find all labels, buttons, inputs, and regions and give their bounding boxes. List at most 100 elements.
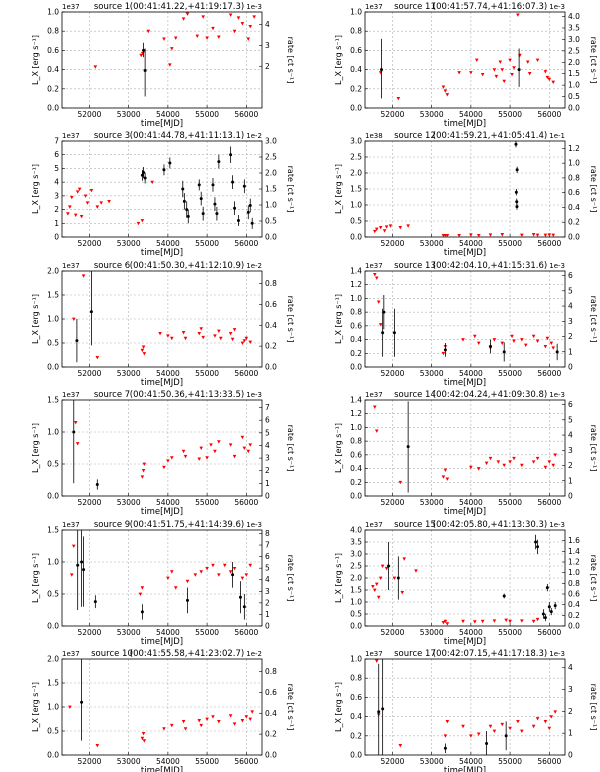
y-axis-label: L_X [erg s⁻¹] bbox=[334, 294, 343, 344]
red-data-point bbox=[183, 727, 188, 731]
panel-title: source 3 bbox=[94, 131, 130, 141]
y-offset-label: 1e37 bbox=[365, 521, 383, 529]
x-tick-label: 53000 bbox=[420, 628, 444, 637]
rate-offset-label: 1e-3 bbox=[246, 3, 262, 11]
y-tick-label: 3 bbox=[54, 191, 59, 200]
black-data-point bbox=[181, 187, 185, 191]
red-data-point bbox=[240, 341, 245, 345]
rate-offset-label: 1e-1 bbox=[549, 132, 565, 140]
red-data-point bbox=[543, 233, 548, 238]
y-tick-label: 0.0 bbox=[350, 104, 362, 113]
black-data-point bbox=[406, 445, 410, 449]
x-axis-label: time[MJD] bbox=[141, 248, 183, 258]
rate-tick-label: 0 bbox=[568, 492, 573, 501]
y-tick-label: 0.2 bbox=[47, 84, 59, 93]
x-tick-label: 53000 bbox=[420, 110, 444, 119]
plot-frame bbox=[364, 11, 566, 109]
red-data-point bbox=[441, 85, 446, 89]
plot-frame bbox=[61, 11, 263, 109]
black-data-point bbox=[502, 594, 506, 598]
red-data-point bbox=[79, 215, 84, 219]
black-data-point bbox=[162, 168, 166, 172]
red-data-point bbox=[73, 213, 78, 218]
y-tick-label: 0.0 bbox=[47, 751, 59, 760]
red-data-point bbox=[406, 224, 410, 228]
rate-tick-label: 0.4 bbox=[568, 203, 580, 212]
rate-tick-label: 0.8 bbox=[265, 279, 277, 288]
rate-tick-label: 0.0 bbox=[568, 622, 580, 631]
red-data-point bbox=[388, 224, 393, 228]
red-data-point bbox=[185, 579, 190, 584]
red-data-point bbox=[457, 234, 461, 238]
rate-tick-label: 3.0 bbox=[568, 35, 580, 44]
red-data-point bbox=[500, 722, 505, 727]
black-data-point bbox=[377, 710, 381, 714]
red-data-point bbox=[248, 443, 253, 447]
red-data-point bbox=[85, 201, 90, 205]
red-data-point bbox=[197, 457, 202, 461]
y-tick-label: 0.5 bbox=[47, 590, 59, 599]
black-data-point bbox=[142, 171, 146, 175]
red-data-point bbox=[185, 12, 190, 16]
red-data-point bbox=[209, 443, 213, 447]
rate-tick-label: 3.0 bbox=[265, 137, 277, 146]
black-data-point bbox=[215, 212, 219, 216]
red-data-point bbox=[199, 446, 204, 450]
y-axis-label: L_X [erg s⁻¹] bbox=[334, 553, 343, 603]
y-tick-label: 0.0 bbox=[350, 622, 362, 631]
red-data-point bbox=[248, 25, 253, 29]
red-data-point bbox=[199, 723, 204, 728]
x-tick-label: 55000 bbox=[498, 498, 522, 507]
red-data-point bbox=[500, 68, 505, 72]
x-tick-label: 56000 bbox=[537, 757, 561, 766]
red-data-point bbox=[531, 460, 536, 464]
red-data-point bbox=[373, 229, 377, 234]
red-data-point bbox=[504, 618, 508, 622]
red-data-point bbox=[228, 13, 233, 17]
red-data-point bbox=[547, 233, 552, 237]
red-data-point bbox=[142, 462, 147, 466]
red-data-point bbox=[228, 714, 233, 718]
red-data-point bbox=[516, 720, 520, 724]
red-data-point bbox=[373, 588, 377, 592]
red-data-point bbox=[213, 449, 217, 454]
y-axis-label: L_X [erg s⁻¹] bbox=[334, 423, 343, 473]
red-data-point bbox=[211, 26, 215, 31]
rate-tick-label: 1.6 bbox=[568, 536, 580, 545]
red-data-point bbox=[232, 328, 237, 332]
red-data-point bbox=[535, 58, 540, 62]
rate-tick-label: 2 bbox=[568, 461, 573, 470]
red-data-point bbox=[162, 37, 166, 41]
x-tick-label: 52000 bbox=[78, 498, 102, 507]
red-data-point bbox=[543, 70, 548, 74]
red-data-point bbox=[93, 65, 98, 69]
red-data-point bbox=[170, 570, 174, 574]
x-axis-label: time[MJD] bbox=[444, 119, 486, 129]
panel-source-12: source 12(00:41:59.21,+41:05:41.4) 1e38 1e… bbox=[334, 131, 598, 258]
red-data-point bbox=[170, 47, 174, 51]
y-tick-label: 1.4 bbox=[350, 267, 362, 276]
red-data-point bbox=[398, 744, 403, 748]
red-data-point bbox=[473, 620, 477, 624]
rate-tick-label: 1 bbox=[265, 479, 270, 488]
black-data-point bbox=[547, 605, 551, 609]
red-data-point bbox=[551, 463, 556, 468]
black-data-point bbox=[381, 331, 385, 335]
red-data-point bbox=[551, 80, 556, 85]
black-data-point bbox=[82, 568, 86, 572]
x-tick-label: 53000 bbox=[117, 628, 141, 637]
red-data-point bbox=[173, 36, 178, 40]
y-tick-label: 2 bbox=[54, 205, 59, 214]
panel-source-10: source 10(00:41:55.58,+41:23:02.7) 1e37 1e… bbox=[31, 649, 295, 772]
y-tick-label: 0.5 bbox=[350, 610, 362, 619]
rate-tick-label: 0 bbox=[568, 751, 573, 760]
red-data-point bbox=[461, 619, 465, 624]
y-tick-label: 0.8 bbox=[47, 27, 59, 36]
black-data-point bbox=[185, 208, 189, 212]
panel-coords: (00:42:04.24,+41:09:30.8) bbox=[433, 390, 547, 400]
red-data-point bbox=[170, 456, 174, 460]
black-data-point bbox=[555, 350, 559, 354]
red-data-point bbox=[488, 233, 493, 237]
red-data-point bbox=[378, 323, 383, 327]
red-data-point bbox=[252, 15, 256, 19]
